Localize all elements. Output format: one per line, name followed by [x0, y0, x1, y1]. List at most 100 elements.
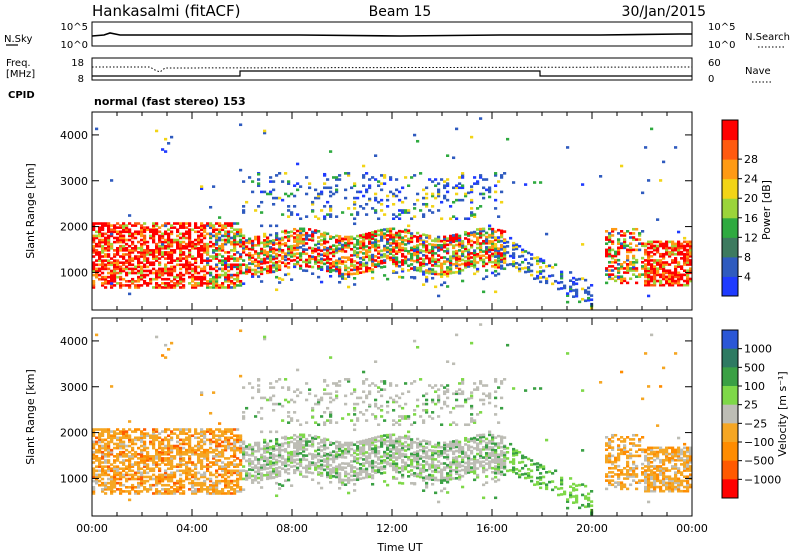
radar-cell: [305, 475, 309, 479]
radar-cell: [200, 440, 204, 444]
radar-cell: [452, 244, 456, 248]
radar-cell: [422, 188, 426, 192]
radar-cell: [350, 247, 354, 251]
radar-cell: [164, 230, 168, 234]
radar-cell: [194, 452, 198, 456]
radar-cell: [143, 222, 147, 225]
radar-cell: [371, 259, 375, 263]
radar-cell: [242, 450, 246, 454]
radar-cell: [689, 255, 693, 258]
radar-cell: [320, 438, 324, 442]
radar-cell: [383, 467, 387, 470]
y-tick-label: 1000: [60, 266, 88, 279]
radar-cell: [284, 448, 288, 451]
radar-cell: [170, 446, 174, 450]
radar-cell: [605, 269, 609, 272]
radar-cell: [233, 488, 237, 491]
radar-cell: [134, 279, 138, 283]
radar-cell: [422, 254, 426, 257]
radar-cell: [494, 255, 498, 258]
radar-cell: [251, 241, 255, 245]
radar-cell: [266, 236, 270, 240]
radar-cell: [263, 449, 267, 452]
radar-cell: [308, 467, 312, 470]
radar-cell: [416, 266, 420, 270]
radar-cell: [443, 239, 447, 243]
radar-cell: [632, 236, 636, 239]
radar-cell: [194, 465, 198, 468]
radar-cell: [215, 455, 219, 458]
radar-cell: [674, 265, 678, 268]
radar-cell: [506, 244, 510, 248]
radar-cell: [164, 282, 168, 285]
radar-cell: [521, 248, 525, 252]
radar-cell: [167, 477, 171, 481]
radar-cell: [668, 273, 672, 277]
radar-cell: [323, 172, 327, 176]
radar-cell: [488, 242, 492, 245]
radar-cell: [152, 236, 156, 240]
radar-cell: [302, 244, 306, 247]
radar-cell: [374, 246, 378, 250]
radar-cell: [209, 473, 213, 477]
radar-cell: [386, 411, 390, 414]
radar-cell: [329, 150, 333, 153]
radar-cell: [242, 240, 246, 244]
radar-cell: [353, 264, 357, 267]
radar-cell: [686, 263, 690, 266]
radar-cell: [479, 117, 483, 120]
radar-cell: [182, 457, 186, 460]
radar-cell: [173, 282, 177, 285]
radar-cell: [284, 242, 288, 245]
radar-cell: [269, 447, 273, 451]
radar-cell: [392, 262, 396, 266]
radar-cell: [545, 281, 549, 285]
radar-cell: [539, 272, 543, 275]
radar-cell: [212, 473, 216, 477]
radar-cell: [170, 463, 174, 466]
radar-cell: [317, 442, 321, 445]
radar-cell: [383, 255, 387, 258]
radar-cell: [323, 237, 327, 241]
radar-cell: [230, 485, 234, 489]
radar-cell: [449, 269, 453, 273]
radar-cell: [164, 271, 168, 275]
radar-cell: [392, 400, 396, 404]
radar-cell: [191, 279, 195, 283]
radar-cell: [320, 190, 324, 194]
radar-cell: [125, 265, 129, 269]
radar-cell: [425, 256, 429, 260]
radar-cell: [98, 438, 102, 442]
radar-cell: [626, 230, 630, 233]
radar-cell: [650, 246, 654, 250]
radar-cell: [689, 269, 693, 273]
radar-cell: [494, 253, 498, 256]
radar-cell: [107, 236, 111, 240]
radar-cell: [113, 224, 117, 227]
power-colorbar-frame: [721, 119, 739, 297]
radar-cell: [218, 490, 222, 493]
radar-cell: [272, 249, 276, 253]
radar-cell: [377, 250, 381, 253]
radar-cell: [137, 469, 141, 473]
radar-cell: [218, 444, 222, 448]
radar-cell: [251, 454, 255, 457]
radar-cell: [473, 234, 477, 238]
radar-cell: [491, 242, 495, 245]
radar-cell: [365, 442, 369, 446]
radar-cell: [191, 275, 195, 279]
radar-cell: [377, 243, 381, 247]
radar-cell: [380, 182, 384, 185]
radar-cell: [296, 256, 300, 260]
radar-cell: [353, 406, 357, 410]
radar-cell: [134, 492, 138, 495]
radar-cell: [278, 237, 282, 241]
radar-cell: [173, 444, 177, 448]
radar-cell: [371, 451, 375, 455]
radar-cell: [140, 436, 144, 440]
radar-cell: [173, 483, 177, 487]
radar-cell: [455, 254, 459, 257]
radar-cell: [185, 244, 189, 248]
radar-cell: [329, 419, 333, 422]
radar-cell: [299, 258, 303, 262]
